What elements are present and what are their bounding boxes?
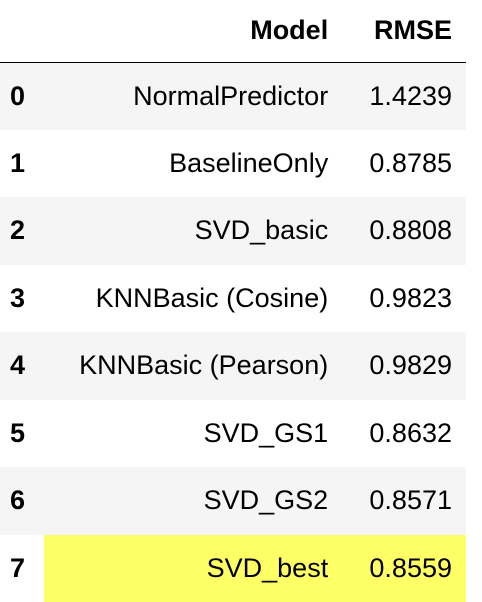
- table-row: 6 SVD_GS2 0.8571: [0, 467, 466, 535]
- table-row-highlighted: 7 SVD_best 0.8559: [0, 534, 466, 602]
- index-column-header: [0, 0, 44, 63]
- model-cell: NormalPredictor: [133, 80, 329, 111]
- table-row: 1 BaselineOnly 0.8785: [0, 129, 466, 197]
- model-cell: KNNBasic (Pearson): [79, 350, 329, 381]
- model-cell: SVD_GS2: [203, 485, 329, 516]
- row-index: 2: [10, 215, 26, 246]
- rmse-cell: 0.9823: [369, 282, 452, 313]
- table-body: 0 NormalPredictor 1.4239 1 BaselineOnly …: [0, 62, 466, 602]
- table-header: Model RMSE: [0, 0, 466, 63]
- rmse-column-header: RMSE: [357, 0, 466, 63]
- header-row: Model RMSE: [0, 0, 466, 63]
- row-index: 0: [10, 80, 26, 111]
- rmse-cell: 0.8632: [369, 417, 452, 448]
- table-row: 5 SVD_GS1 0.8632: [0, 399, 466, 467]
- rmse-cell-highlighted: 0.8559: [357, 534, 466, 602]
- model-column-header: Model: [44, 0, 358, 63]
- results-table: Model RMSE 0 NormalPredictor 1.4239 1 Ba…: [0, 0, 466, 602]
- rmse-cell: 1.4239: [369, 80, 452, 111]
- rmse-cell: 0.8808: [369, 215, 452, 246]
- model-cell-highlighted: SVD_best: [44, 534, 358, 602]
- rmse-cell: 0.9829: [369, 350, 452, 381]
- model-cell: SVD_GS1: [203, 417, 329, 448]
- table-row: 2 SVD_basic 0.8808: [0, 197, 466, 265]
- model-cell: BaselineOnly: [169, 147, 329, 178]
- row-index: 7: [10, 552, 26, 583]
- table-row: 4 KNNBasic (Pearson) 0.9829: [0, 332, 466, 400]
- rmse-cell: 0.8785: [369, 147, 452, 178]
- table-row: 0 NormalPredictor 1.4239: [0, 62, 466, 130]
- row-index: 1: [10, 147, 26, 178]
- row-index: 4: [10, 350, 26, 381]
- model-cell: KNNBasic (Cosine): [95, 282, 329, 313]
- row-index: 5: [10, 417, 26, 448]
- rmse-cell: 0.8571: [369, 485, 452, 516]
- row-index: 6: [10, 485, 26, 516]
- model-cell: SVD_basic: [194, 215, 329, 246]
- row-index: 3: [10, 282, 26, 313]
- table-row: 3 KNNBasic (Cosine) 0.9823: [0, 264, 466, 332]
